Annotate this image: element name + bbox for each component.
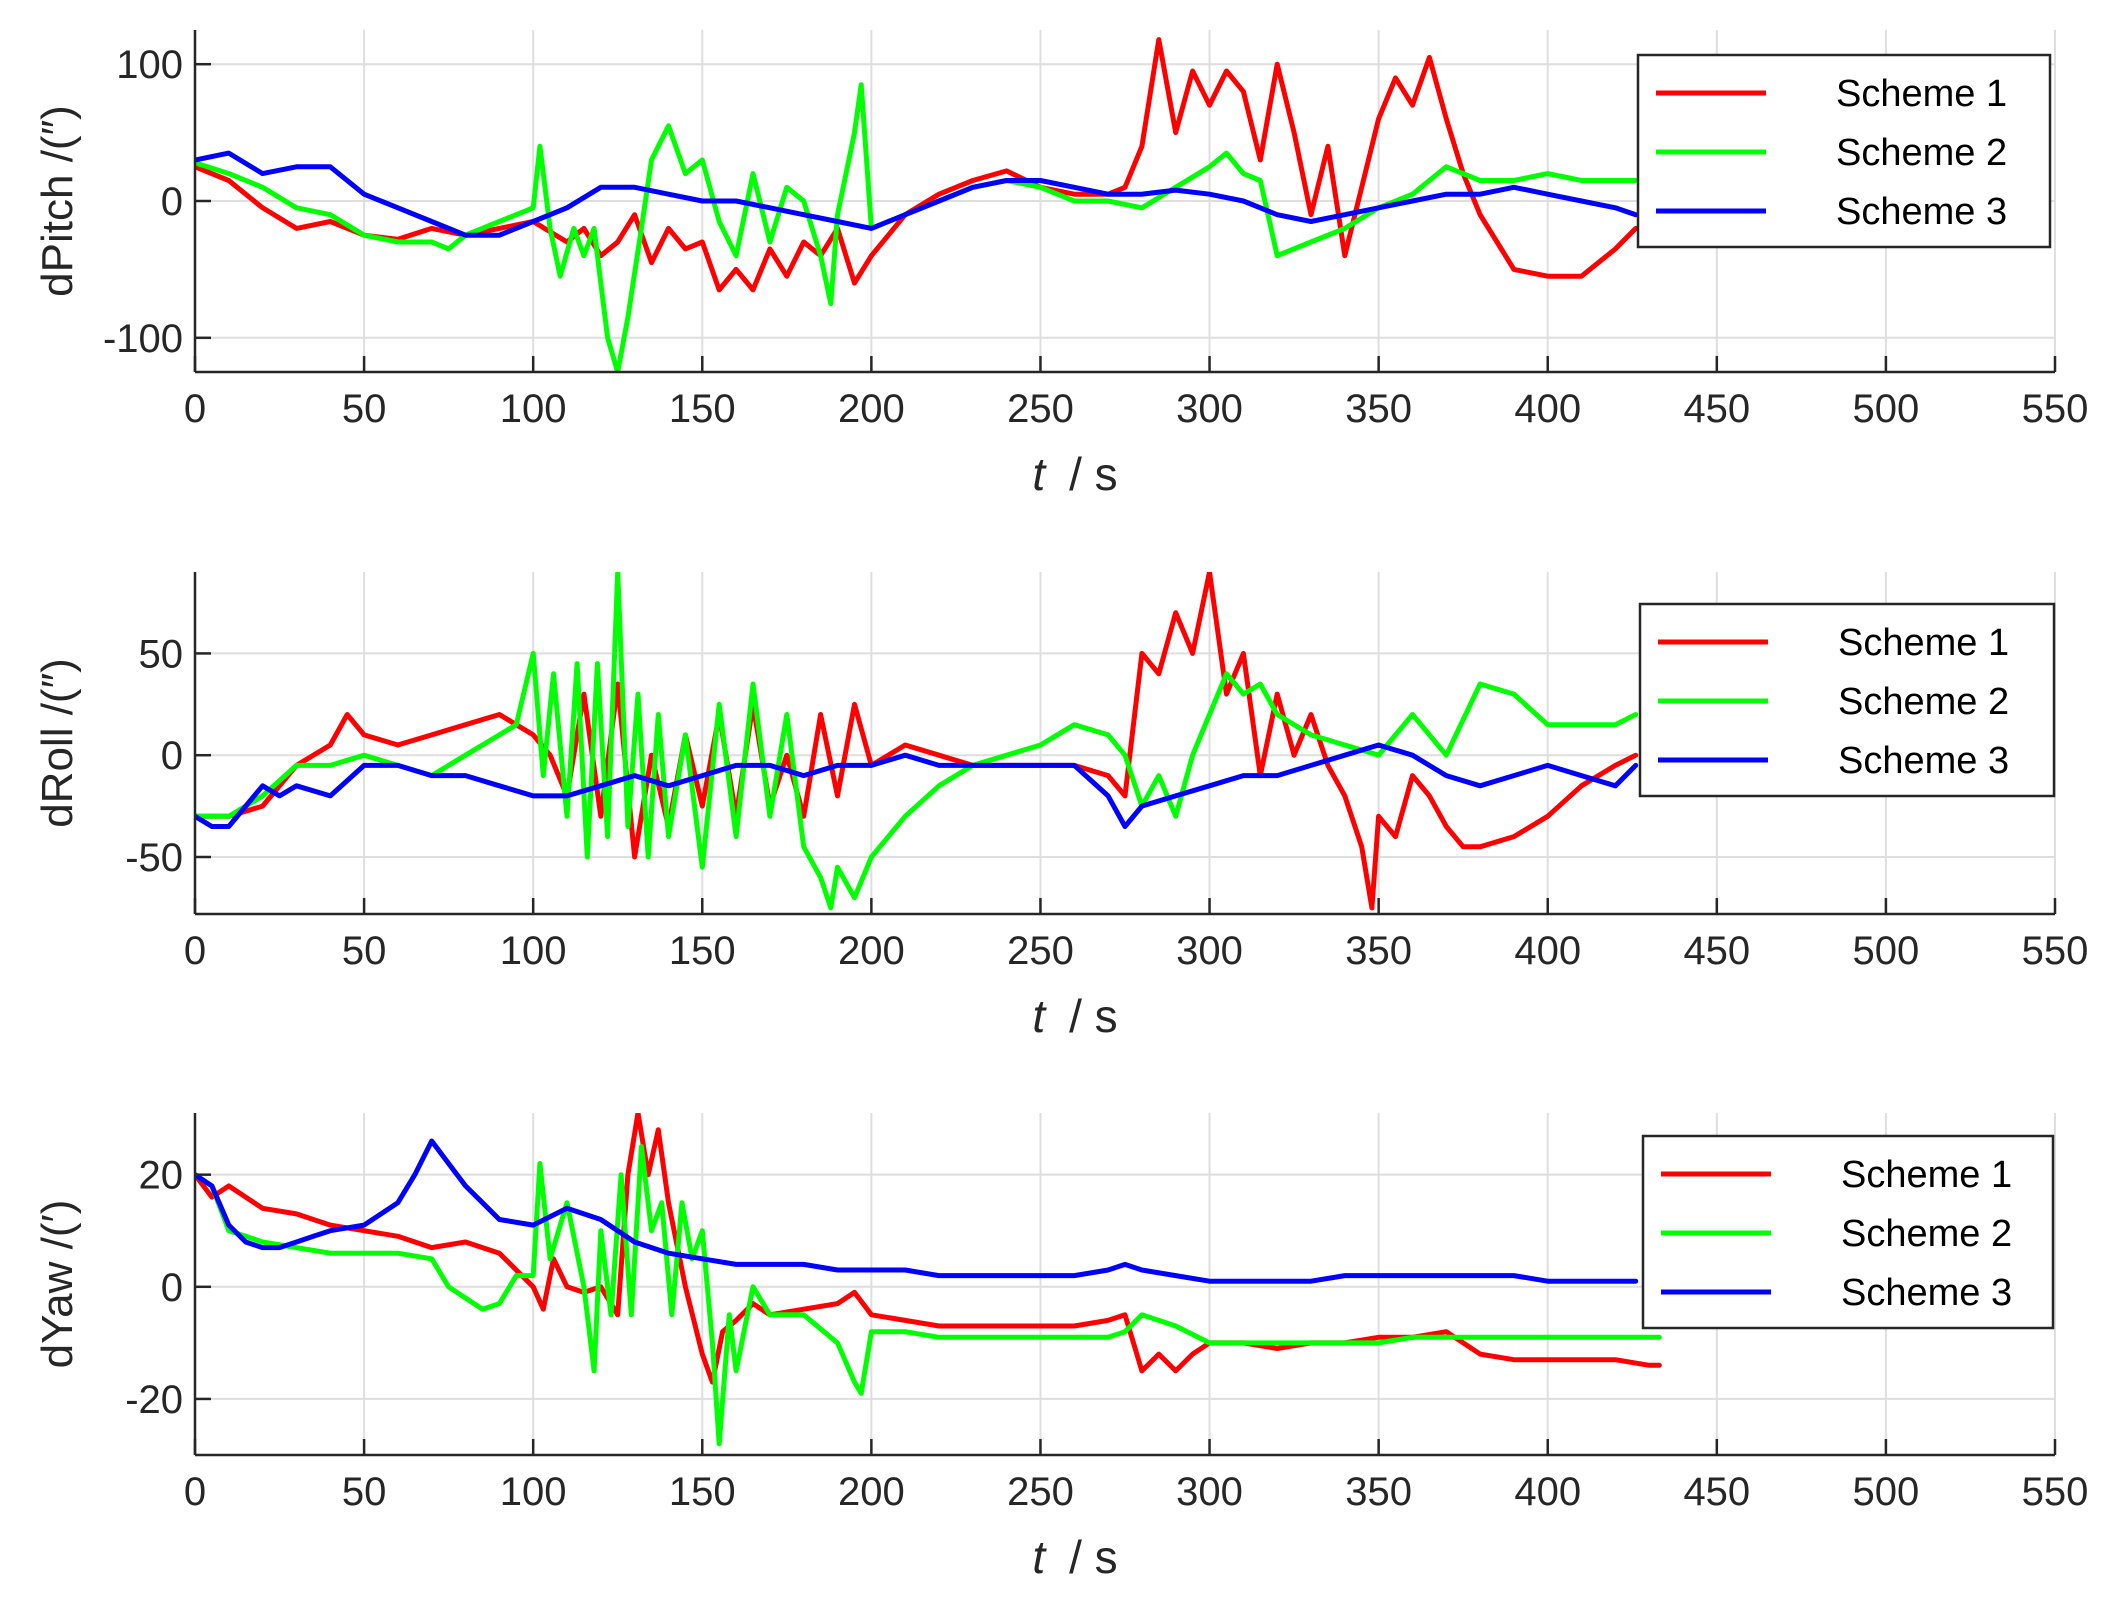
y-tick-label: -50 xyxy=(125,836,183,880)
legend-label-1: Scheme 1 xyxy=(1836,73,2007,115)
x-axis-label-variable: t xyxy=(1032,1531,1047,1583)
chart-panel-1: 0 50 100 150 200 250 300 350 400 450 500 550500-50t… xyxy=(33,572,2088,1042)
y-tick-label: -20 xyxy=(125,1378,183,1422)
x-tick-label: 500 xyxy=(1853,929,1920,973)
x-tick-label: 350 xyxy=(1345,929,1412,973)
x-tick-label: 550 xyxy=(2022,929,2089,973)
x-tick-label: 350 xyxy=(1345,387,1412,431)
x-tick-label: 450 xyxy=(1683,929,1750,973)
x-tick-label: 200 xyxy=(838,929,905,973)
x-axis-label-unit: / s xyxy=(1069,448,1118,500)
x-axis-label-variable: t xyxy=(1032,990,1047,1042)
chart-panel-2: 0 50 100 150 200 250 300 350 400 450 500 550200-20t… xyxy=(33,1113,2088,1583)
x-tick-label: 50 xyxy=(342,387,387,431)
series-line-scheme-2 xyxy=(195,1144,1662,1447)
series-group xyxy=(195,37,1639,372)
x-tick-label: 500 xyxy=(1853,387,1920,431)
y-axis-label: dPitch /(″) xyxy=(33,105,82,297)
x-tick-label: 50 xyxy=(342,1470,387,1514)
y-tick-label: 50 xyxy=(139,632,184,676)
x-tick-label: 250 xyxy=(1007,387,1074,431)
x-tick-label: 0 xyxy=(184,929,206,973)
x-tick-label: 200 xyxy=(838,1470,905,1514)
series-line-scheme-3 xyxy=(195,742,1639,829)
x-tick-label: 350 xyxy=(1345,1470,1412,1514)
legend-label-2: Scheme 2 xyxy=(1836,132,2007,174)
x-tick-label: 550 xyxy=(2022,387,2089,431)
series-line-scheme-2 xyxy=(195,82,1639,372)
x-tick-label: 250 xyxy=(1007,929,1074,973)
y-tick-label: 20 xyxy=(139,1154,184,1198)
legend-label-3: Scheme 3 xyxy=(1841,1272,2012,1314)
legend-label-3: Scheme 3 xyxy=(1836,191,2007,233)
series-line-scheme-3 xyxy=(195,150,1639,238)
x-tick-label: 400 xyxy=(1514,1470,1581,1514)
x-tick-label: 150 xyxy=(669,1470,736,1514)
x-tick-label: 150 xyxy=(669,387,736,431)
x-tick-label: 0 xyxy=(184,387,206,431)
x-tick-label: 100 xyxy=(500,929,567,973)
x-tick-label: 100 xyxy=(500,387,567,431)
x-tick-label: 400 xyxy=(1514,929,1581,973)
x-axis-label: t / s xyxy=(1032,448,1117,500)
x-tick-label: 450 xyxy=(1683,1470,1750,1514)
y-axis-label: dYaw /(′) xyxy=(33,1200,82,1369)
legend-label-2: Scheme 2 xyxy=(1841,1213,2012,1255)
x-tick-label: 150 xyxy=(669,929,736,973)
x-tick-label: 300 xyxy=(1176,1470,1243,1514)
y-tick-label: -100 xyxy=(103,317,183,361)
legend-label-1: Scheme 1 xyxy=(1838,622,2009,664)
legend-label-2: Scheme 2 xyxy=(1838,681,2009,723)
legend: Scheme 1 Scheme 2 Scheme 3 xyxy=(1636,53,2052,249)
y-axis-label: dRoll /(″) xyxy=(33,658,82,828)
x-tick-label: 50 xyxy=(342,929,387,973)
x-tick-label: 300 xyxy=(1176,387,1243,431)
series-line-scheme-1 xyxy=(195,572,1639,911)
legend: Scheme 1 Scheme 2 Scheme 3 xyxy=(1638,602,2056,798)
x-axis-label-variable: t xyxy=(1032,448,1047,500)
y-tick-label: 0 xyxy=(161,180,183,224)
x-tick-label: 450 xyxy=(1683,387,1750,431)
y-tick-label: 0 xyxy=(161,734,183,778)
x-axis-label-unit: / s xyxy=(1069,1531,1118,1583)
y-tick-label: 100 xyxy=(116,43,183,87)
x-tick-label: 550 xyxy=(2022,1470,2089,1514)
x-tick-label: 250 xyxy=(1007,1470,1074,1514)
series-group xyxy=(195,1113,1662,1447)
x-axis-label: t / s xyxy=(1032,990,1117,1042)
legend-label-1: Scheme 1 xyxy=(1841,1154,2012,1196)
x-tick-label: 100 xyxy=(500,1470,567,1514)
x-axis-label-unit: / s xyxy=(1069,990,1118,1042)
x-tick-label: 300 xyxy=(1176,929,1243,973)
series-line-scheme-3 xyxy=(195,1138,1639,1284)
x-tick-label: 500 xyxy=(1853,1470,1920,1514)
x-axis-label: t / s xyxy=(1032,1531,1117,1583)
series-line-scheme-1 xyxy=(195,37,1639,293)
x-tick-label: 400 xyxy=(1514,387,1581,431)
y-tick-label: 0 xyxy=(161,1266,183,1310)
chart-panel-0: 0 50 100 150 200 250 300 350 400 450 500 5501000-10… xyxy=(33,30,2088,500)
legend-label-3: Scheme 3 xyxy=(1838,740,2009,782)
x-tick-label: 0 xyxy=(184,1470,206,1514)
series-line-scheme-2 xyxy=(195,572,1639,911)
legend: Scheme 1 Scheme 2 Scheme 3 xyxy=(1641,1134,2055,1330)
x-tick-label: 200 xyxy=(838,387,905,431)
series-group xyxy=(195,572,1639,911)
charts-root: 0 50 100 150 200 250 300 350 400 450 500 5501000-10… xyxy=(33,30,2088,1583)
